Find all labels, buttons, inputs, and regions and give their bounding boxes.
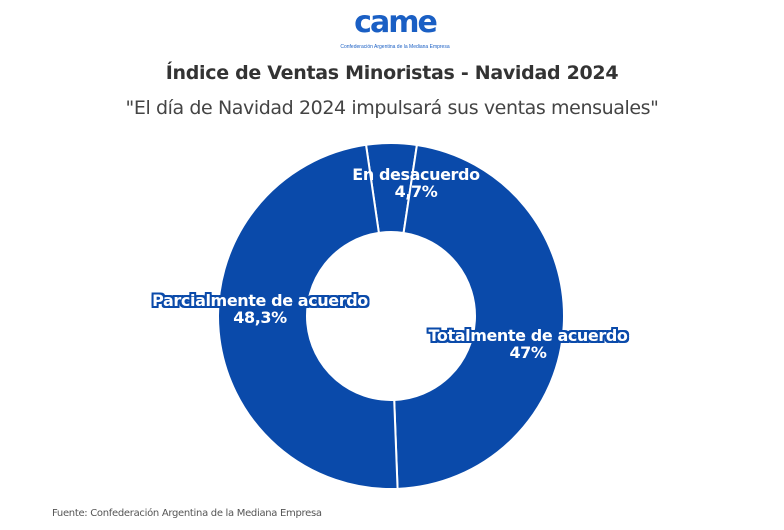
logo-wordmark: came xyxy=(354,5,438,40)
slice-totalmente-de-acuerdo xyxy=(393,143,565,490)
came-logo: came Confederación Argentina de la Media… xyxy=(340,6,450,58)
label-totalmente-de-acuerdo: Totalmente de acuerdo 47% xyxy=(428,327,627,361)
label-value: 4,7% xyxy=(394,182,438,201)
label-name: En desacuerdo xyxy=(352,165,480,184)
logo-subtitle: Confederación Argentina de la Mediana Em… xyxy=(340,44,450,50)
slice-parcialmente-de-acuerdo xyxy=(217,143,399,490)
source-note: Fuente: Confederación Argentina de la Me… xyxy=(52,508,322,519)
chart-title: Índice de Ventas Minoristas - Navidad 20… xyxy=(165,62,619,84)
label-en-desacuerdo: En desacuerdo 4,7% xyxy=(352,165,480,201)
label-value: 48,3% xyxy=(233,308,287,327)
label-parcialmente-de-acuerdo: Parcialmente de acuerdo 48,3% xyxy=(152,292,368,326)
label-name: Parcialmente de acuerdo xyxy=(152,291,368,310)
label-value: 47% xyxy=(509,343,547,362)
label-name: Totalmente de acuerdo xyxy=(428,326,628,345)
chart-subtitle: "El día de Navidad 2024 impulsará sus ve… xyxy=(125,97,659,119)
